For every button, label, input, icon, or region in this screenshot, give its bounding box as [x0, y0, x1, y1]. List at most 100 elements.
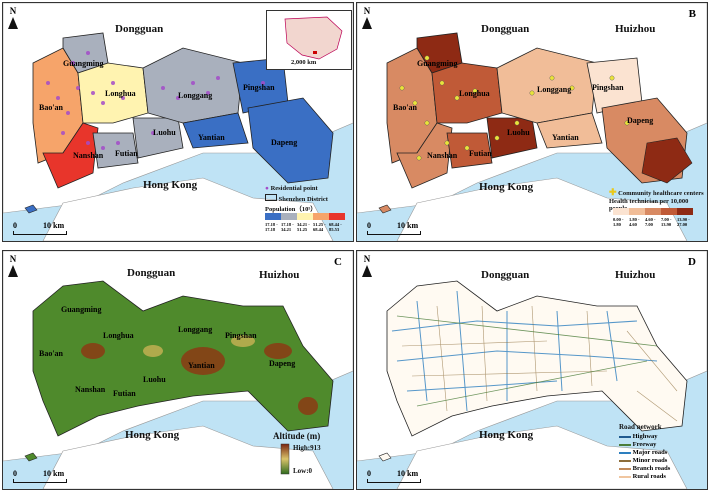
legend-class-label: 0.00 - 1.80 — [613, 217, 624, 227]
panel-b-healthcare-map: N B Dongguan Huizhou Hong Kong Guangming… — [356, 2, 708, 242]
legend-swatch — [661, 208, 677, 215]
legend-road-items: Highway Freeway Major roads Minor roads … — [619, 433, 670, 481]
district-label: Longhua — [103, 331, 134, 340]
region-label-dongguan: Dongguan — [481, 23, 530, 35]
scale-zero: 0 — [367, 221, 371, 230]
high-altitude-patches — [81, 343, 318, 415]
region-label-huizhou: Huizhou — [615, 269, 656, 281]
district-yantian-shape — [536, 112, 603, 149]
legend-population-classes: 17.18 - 17.18 17.18 - 34.21 34.21 - 51.2… — [265, 222, 345, 232]
panel-letter: C — [331, 256, 345, 268]
district-dapeng-shape — [247, 97, 334, 184]
region-label-hong-kong: Hong Kong — [479, 429, 534, 441]
legend-swatch — [329, 213, 345, 220]
legend-class-label: 7.00 - 13.90 — [661, 217, 672, 227]
district-label: Pingshan — [225, 331, 257, 340]
district-label: Luohu — [507, 128, 530, 137]
region-label-dongguan: Dongguan — [115, 23, 164, 35]
panel-c-altitude-map: N C Dongguan Huizhou Hong Kong Guangming… — [2, 250, 354, 490]
district-label: Futian — [115, 149, 138, 158]
north-arrow-icon: N — [7, 254, 19, 277]
district-label: Yantian — [188, 361, 215, 370]
district-label: Pingshan — [243, 83, 275, 92]
district-label: Bao'an — [39, 349, 64, 358]
district-nanshan-shape — [42, 122, 99, 189]
district-label: Dapeng — [271, 138, 298, 147]
legend-road-item: Branch roads — [619, 465, 670, 473]
north-arrow-icon: N — [361, 6, 373, 29]
legend-swatch — [281, 213, 297, 220]
district-futian-shape — [92, 132, 139, 169]
district-label: Luohu — [143, 375, 166, 384]
district-label: Nanshan — [73, 151, 104, 160]
scale-zero: 0 — [367, 469, 371, 478]
district-label: Guangming — [417, 59, 458, 68]
legend-class-label: 51.25 - 68.44 — [313, 222, 326, 232]
panel-letter: B — [685, 8, 699, 20]
legend-altitude-low: Low:0 — [293, 467, 313, 475]
legend-road-item: Minor roads — [619, 457, 670, 465]
district-luohu-shape — [132, 117, 184, 159]
legend-residential-point: ● Residential point — [265, 185, 318, 192]
district-label: Dapeng — [627, 116, 654, 125]
legend-class-label: 34.21 - 51.25 — [297, 222, 310, 232]
north-arrow-icon: N — [7, 6, 19, 29]
region-label-hong-kong: Hong Kong — [479, 181, 534, 193]
legend-class-label: 13.90 - 27.00 — [677, 217, 690, 227]
scale-bar: 0 10 km — [367, 221, 421, 235]
district-label: Luohu — [153, 128, 176, 137]
legend-road-item: Highway — [619, 433, 670, 441]
legend-population-title: Population（10⁵） — [265, 206, 317, 213]
scale-label: 10 km — [397, 469, 419, 478]
legend-swatch — [677, 208, 693, 215]
district-label: Longgang — [178, 325, 213, 334]
district-label: Bao'an — [39, 103, 64, 112]
legend-district-boundary: Shenzhen District — [265, 194, 328, 203]
district-label: Longgang — [537, 85, 572, 94]
district-label: Longhua — [459, 89, 490, 98]
district-label: Longhua — [105, 89, 136, 98]
district-label: Futian — [113, 389, 136, 398]
region-label-hong-kong: Hong Kong — [143, 179, 198, 191]
district-label: Longgang — [178, 91, 213, 100]
legend-swatch — [297, 213, 313, 220]
map-c-shapes — [3, 251, 353, 489]
region-label-dongguan: Dongguan — [127, 267, 176, 279]
legend-swatch — [613, 208, 629, 215]
legend-class-label: 17.18 - 17.18 — [265, 222, 278, 232]
legend-road-item: Major roads — [619, 449, 670, 457]
scale-bar: 0 10 km — [367, 469, 421, 483]
legend-road-item: Freeway — [619, 441, 670, 449]
district-label: Pingshan — [592, 83, 624, 92]
legend-health-classes: 0.00 - 1.80 1.80 - 4.60 4.60 - 7.00 7.00… — [613, 217, 693, 227]
altitude-gradient-bar — [280, 443, 290, 475]
panel-letter: D — [685, 256, 699, 268]
scale-zero: 0 — [13, 469, 17, 478]
district-label: Nanshan — [75, 385, 106, 394]
district-label: Nanshan — [427, 151, 458, 160]
panel-a-population-map: N A Dongguan Hong Kong Guangming Longhua… — [2, 2, 354, 242]
district-label: Yantian — [198, 133, 225, 142]
north-arrow-icon: N — [361, 254, 373, 277]
district-label: Futian — [469, 149, 492, 158]
healthcare-center-points — [399, 55, 630, 161]
district-futian-shape — [446, 132, 493, 169]
scale-label: 10 km — [43, 469, 65, 478]
road-lines-freeway — [396, 315, 658, 407]
scale-zero: 0 — [13, 221, 17, 230]
map-b-shapes — [357, 3, 707, 241]
region-label-dongguan: Dongguan — [481, 269, 530, 281]
legend-class-label: 68.44 - 85.53 — [329, 222, 342, 232]
panel-d-road-network-map: N D Dongguan Huizhou Hong Kong Road netw… — [356, 250, 708, 490]
legend-road-title: Road network — [619, 423, 662, 431]
district-label: Dapeng — [269, 359, 296, 368]
region-label-huizhou: Huizhou — [615, 23, 656, 35]
residential-point-cloud — [46, 51, 265, 150]
region-label-hong-kong: Hong Kong — [125, 429, 180, 441]
scale-bar: 0 10 km — [13, 469, 67, 483]
legend-class-label: 17.18 - 34.21 — [281, 222, 294, 232]
inset-shape — [284, 16, 343, 60]
legend-class-label: 4.60 - 7.00 — [645, 217, 656, 227]
legend-swatch — [265, 213, 281, 220]
scale-label: 10 km — [43, 221, 65, 230]
